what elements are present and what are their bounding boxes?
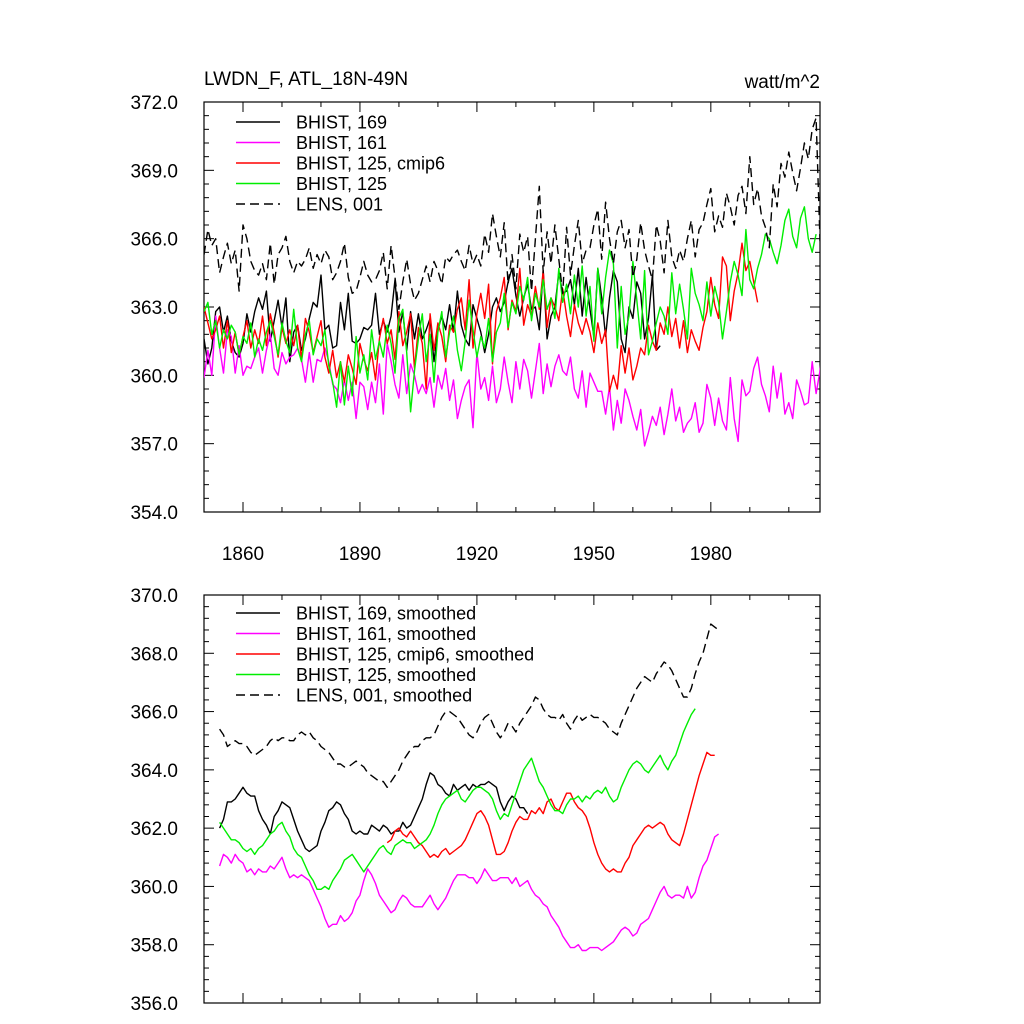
x-tick-label: 1860	[222, 544, 264, 565]
series-group	[204, 117, 820, 447]
y-tick-label: 366.0	[130, 230, 178, 251]
legend-label: BHIST, 125, smoothed	[296, 665, 476, 685]
y-tick-label: 372.0	[130, 93, 178, 114]
legend-label: BHIST, 125	[296, 174, 387, 194]
top-panel: 354.0 357.0 360.0 363.0 366.0 369.0 372.0 1860 1…	[130, 93, 821, 565]
y-tick-label: 360.0	[130, 877, 178, 898]
legend-label: BHIST, 161, smoothed	[296, 624, 476, 644]
y-tick-label: 356.0	[130, 994, 178, 1015]
units-label: watt/m^2	[744, 72, 820, 93]
y-tick-label: 354.0	[130, 503, 178, 524]
series-line-3	[386, 751, 715, 873]
plot-frame	[203, 594, 821, 1004]
legend-label: BHIST, 161	[296, 133, 387, 153]
y-tick-label: 363.0	[130, 298, 178, 319]
series-line-1	[218, 772, 529, 853]
y-tick-label: 360.0	[130, 366, 178, 387]
legend-label: LENS, 001, smoothed	[296, 686, 472, 706]
legend-label: BHIST, 169	[296, 113, 387, 133]
series-line-4	[219, 708, 696, 890]
y-tick-label: 370.0	[130, 586, 178, 607]
y-tick-label: 358.0	[130, 936, 178, 957]
series-line-4	[204, 206, 817, 413]
series-group	[218, 623, 720, 952]
y-tick-label: 364.0	[130, 761, 178, 782]
legend-label: LENS, 001	[296, 195, 383, 215]
x-tick-label: 1950	[573, 544, 615, 565]
x-tick-label: 1920	[456, 544, 498, 565]
x-tick-label: 1980	[690, 544, 732, 565]
series-line-5	[204, 117, 820, 310]
y-tick-label: 368.0	[130, 644, 178, 665]
legend-label: BHIST, 125, cmip6, smoothed	[296, 645, 534, 665]
x-tick-label: 1890	[339, 544, 381, 565]
y-tick-label: 362.0	[130, 819, 178, 840]
legend-label: BHIST, 125, cmip6	[296, 154, 445, 174]
bottom-panel: 356.0 358.0 360.0 362.0 364.0 366.0 368.0 370.0…	[130, 586, 821, 1015]
series-line-5	[219, 623, 720, 788]
y-tick-label: 366.0	[130, 703, 178, 724]
chart-title: LWDN_F, ATL_18N-49N	[204, 69, 408, 90]
legend-label: BHIST, 169, smoothed	[296, 604, 476, 624]
series-line-2	[218, 833, 720, 952]
y-tick-label: 357.0	[130, 435, 178, 456]
y-tick-label: 369.0	[130, 161, 178, 182]
series-line-2	[204, 315, 820, 447]
